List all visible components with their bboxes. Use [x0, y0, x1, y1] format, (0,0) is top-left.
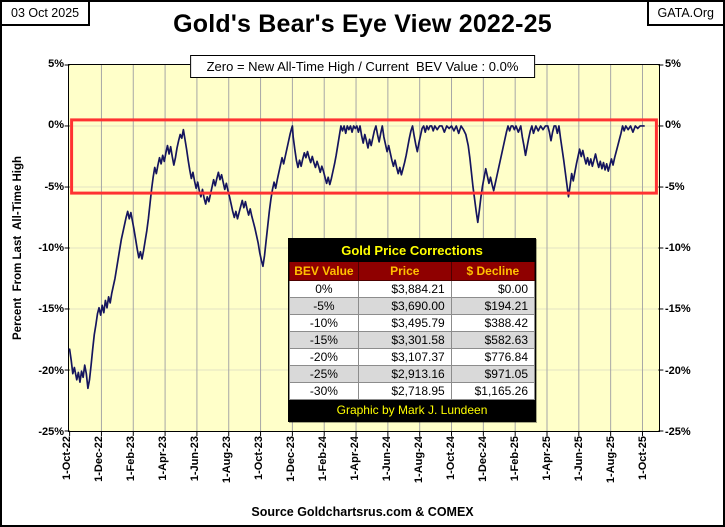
cell-price: $2,718.95	[357, 382, 452, 400]
y-tick-label-left: -20%	[38, 364, 64, 377]
y-tick-label-right: -15%	[665, 303, 691, 316]
cell-decline: $776.84	[450, 348, 536, 366]
x-tick-label: 1-Dec-23	[285, 436, 297, 482]
cell-decline: $388.42	[450, 314, 536, 332]
table-row: -10% $3,495.79 $388.42	[289, 314, 536, 332]
cell-price: $3,495.79	[357, 314, 452, 332]
x-tick-label: 1-Feb-23	[125, 436, 137, 482]
y-tick-label-left: 5%	[48, 58, 64, 70]
table-row: -5% $3,690.00 $194.21	[289, 297, 536, 315]
cell-bev: -10%	[289, 314, 359, 332]
corrections-table-overlay: Gold Price Corrections BEV Value Price $…	[288, 238, 536, 422]
table-row: -25% $2,913.16 $971.05	[289, 365, 536, 383]
x-tick-label: 1-Feb-25	[509, 436, 521, 482]
y-tick-label-right: 5%	[665, 58, 681, 70]
correction-zone-box	[70, 118, 658, 195]
x-tick-label: 1-Apr-25	[541, 436, 553, 481]
chart-subtitle: Zero = New All-Time High / Current BEV V…	[189, 55, 536, 78]
source-note: Source Goldchartsrus.com & COMEX	[251, 505, 474, 519]
x-tick-label: 1-Feb-24	[317, 436, 329, 482]
x-tick-label: 1-Aug-24	[413, 436, 425, 484]
table-row: 0% $3,884.21 $0.00	[289, 280, 536, 298]
y-tick-label-left: -5%	[44, 180, 64, 193]
y-tick-label-left: -10%	[38, 242, 64, 254]
x-tick-label: 1-Aug-23	[221, 436, 233, 484]
cell-bev: -20%	[289, 348, 359, 366]
x-tick-label: 1-Jun-25	[573, 436, 585, 482]
cell-decline: $194.21	[450, 297, 536, 315]
column-header-price: Price	[357, 261, 452, 281]
cell-decline: $1,165.26	[450, 382, 536, 400]
x-tick-label: 1-Apr-24	[349, 436, 361, 481]
cell-bev: -15%	[289, 331, 359, 349]
y-tick-label-left: -25%	[38, 426, 64, 438]
bev-line	[68, 125, 645, 390]
x-tick-label: 1-Oct-22	[61, 436, 73, 481]
y-tick-label-left: 0%	[48, 119, 64, 132]
axis-ticks	[64, 64, 664, 436]
cell-price: $3,107.37	[357, 348, 452, 366]
y-tick-label-right: -20%	[665, 364, 691, 377]
column-header-decline: $ Decline	[450, 261, 536, 281]
x-tick-label: 1-Jun-24	[381, 436, 393, 482]
x-tick-label: 1-Jun-23	[189, 436, 201, 482]
gold-price-corrections-table: Gold Price Corrections BEV Value Price $…	[289, 239, 536, 421]
x-tick-label: 1-Dec-22	[93, 436, 105, 482]
y-tick-label-right: 0%	[665, 119, 681, 132]
x-tick-label: 1-Oct-23	[253, 436, 265, 481]
cell-price: $3,690.00	[357, 297, 452, 315]
y-tick-label-right: -25%	[665, 426, 691, 438]
cell-bev: 0%	[289, 280, 359, 298]
y-tick-label-right: -5%	[665, 180, 685, 193]
x-tick-label: 1-Oct-24	[445, 436, 457, 481]
table-row: -20% $3,107.37 $776.84	[289, 348, 536, 366]
y-tick-label-left: -15%	[38, 303, 64, 316]
cell-bev: -5%	[289, 297, 359, 315]
cell-price: $3,301.58	[357, 331, 452, 349]
table-footer-credit: Graphic by Mark J. Lundeen	[289, 399, 535, 421]
cell-bev: -30%	[289, 382, 359, 400]
table-row: -15% $3,301.58 $582.63	[289, 331, 536, 349]
x-tick-label: 1-Apr-23	[157, 436, 169, 481]
x-tick-label: 1-Dec-24	[477, 436, 489, 482]
cell-decline: $971.05	[450, 365, 536, 383]
cell-price: $2,913.16	[357, 365, 452, 383]
cell-decline: $0.00	[450, 280, 536, 298]
column-header-bev-value: BEV Value	[289, 261, 359, 281]
gata-org-box: GATA.Org	[646, 2, 723, 26]
table-row: -30% $2,718.95 $1,165.26	[289, 382, 536, 400]
x-tick-label: 1-Oct-25	[637, 436, 649, 481]
cell-decline: $582.63	[450, 331, 536, 349]
cell-bev: -25%	[289, 365, 359, 383]
x-tick-label: 1-Aug-25	[605, 436, 617, 484]
cell-price: $3,884.21	[357, 280, 452, 298]
y-tick-label-right: -10%	[665, 242, 691, 254]
date-box: 03 Oct 2025	[2, 2, 91, 26]
chart-title: Gold's Bear's Eye View 2022-25	[173, 10, 552, 38]
table-title: Gold Price Corrections	[289, 239, 535, 262]
